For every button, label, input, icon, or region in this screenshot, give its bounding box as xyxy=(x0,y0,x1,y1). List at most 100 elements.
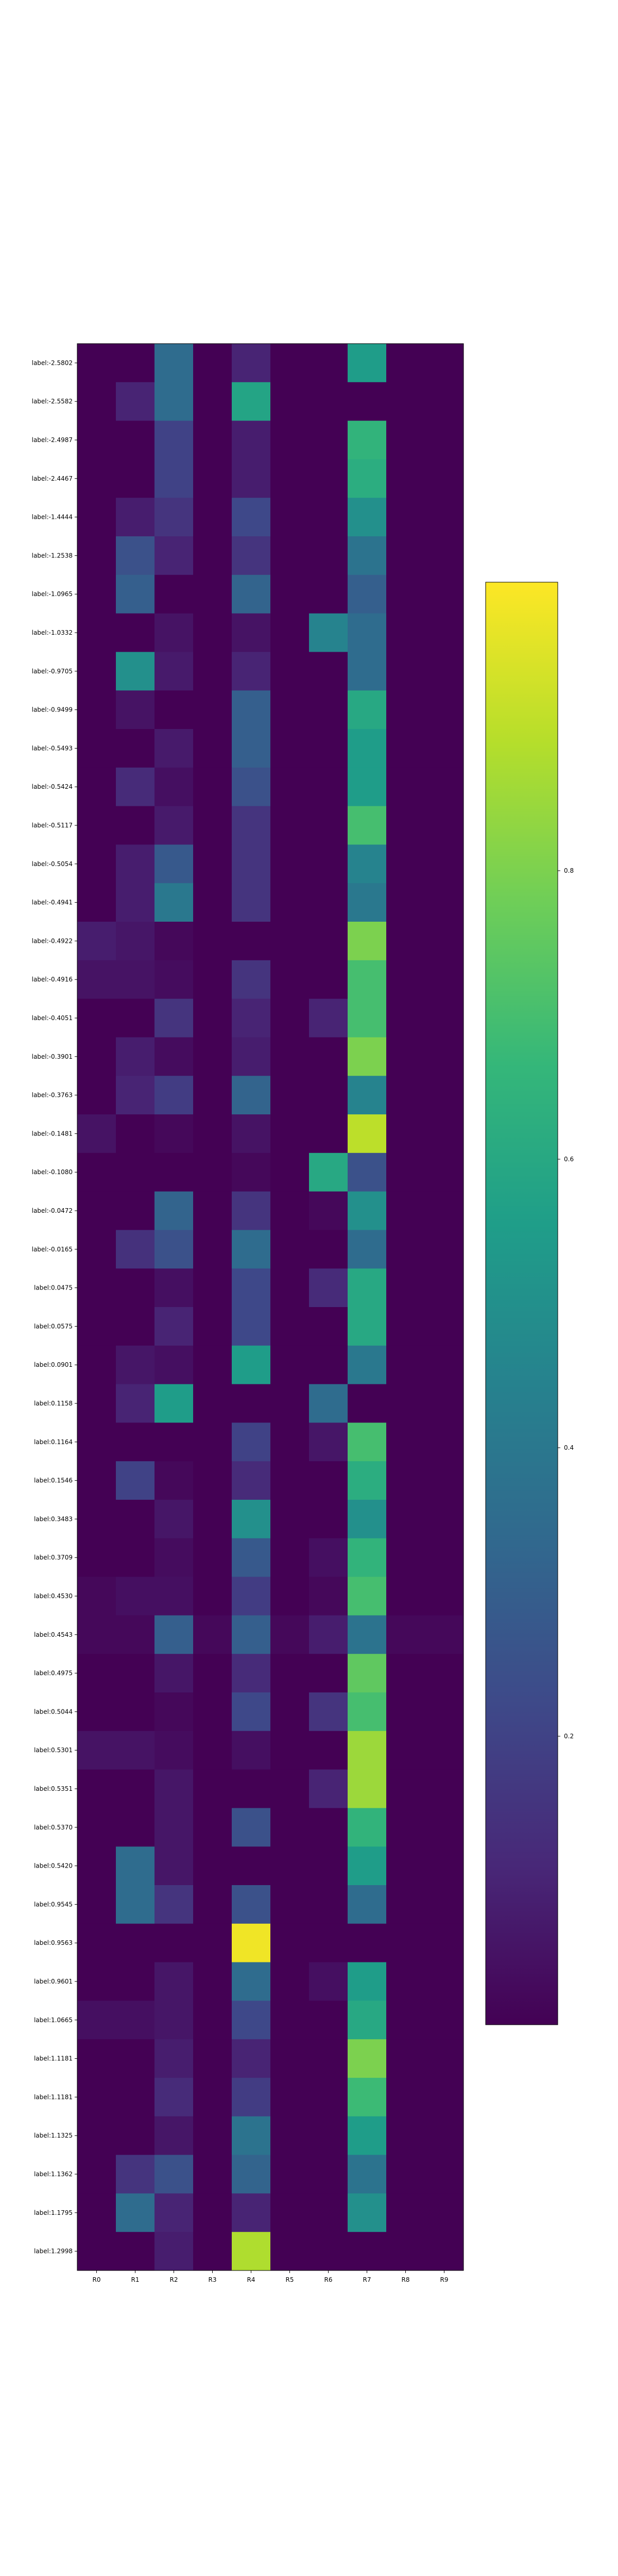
heatmap-cell xyxy=(193,1577,232,1616)
heatmap-cell xyxy=(348,1962,387,2001)
heatmap-cell xyxy=(386,1731,425,1770)
heatmap-cell xyxy=(386,574,425,614)
heatmap-cell xyxy=(386,498,425,537)
heatmap-cell xyxy=(270,1731,310,1770)
heatmap-cell xyxy=(77,806,116,845)
heatmap-cell xyxy=(193,1538,232,1578)
heatmap-cell xyxy=(270,1500,310,1539)
heatmap-cell xyxy=(425,1731,464,1770)
colorbar-tick-label: 0.6 xyxy=(564,1156,574,1163)
y-tick-label: label:1.1181 xyxy=(34,2093,73,2100)
y-tick-label: label:0.9545 xyxy=(34,1901,73,1908)
heatmap-cell xyxy=(386,2193,425,2232)
heatmap-cell xyxy=(154,1153,194,1192)
heatmap-cell xyxy=(425,1345,464,1385)
heatmap-cell xyxy=(386,690,425,730)
y-tick-labels: label:-2.5802 label:-2.5582 label:-2.4987 l… xyxy=(32,359,77,2255)
y-tick-label: label:-1.0332 xyxy=(32,629,73,636)
heatmap-cell xyxy=(270,498,310,537)
heatmap-cell xyxy=(348,1654,387,1693)
heatmap-cell xyxy=(309,1538,348,1578)
heatmap-cell xyxy=(386,1422,425,1462)
heatmap-cell xyxy=(270,1191,310,1230)
heatmap-cell xyxy=(425,420,464,460)
heatmap-cell xyxy=(270,1230,310,1269)
heatmap-cell xyxy=(154,844,194,884)
heatmap-cell xyxy=(232,806,271,845)
heatmap-cell xyxy=(348,1307,387,1346)
heatmap-cell xyxy=(116,2193,155,2232)
heatmap-cell xyxy=(309,574,348,614)
heatmap-cell xyxy=(348,420,387,460)
heatmap-cell xyxy=(77,1268,116,1308)
y-tick-label: label:-2.4987 xyxy=(32,436,73,444)
heatmap-cell xyxy=(116,613,155,652)
y-tick-label: label:1.0665 xyxy=(34,2016,73,2024)
heatmap-cell xyxy=(425,1692,464,1732)
heatmap-cell xyxy=(154,536,194,575)
heatmap-cell xyxy=(193,2001,232,2040)
heatmap-cell xyxy=(348,1808,387,1847)
heatmap-cell xyxy=(309,883,348,922)
heatmap-cell xyxy=(232,382,271,421)
heatmap-cell xyxy=(77,1731,116,1770)
colorbar-tick-label: 0.8 xyxy=(564,867,574,874)
heatmap-cell xyxy=(270,1885,310,1924)
heatmap-cell xyxy=(77,1500,116,1539)
heatmap-cell xyxy=(425,536,464,575)
heatmap-cell xyxy=(425,382,464,421)
heatmap-cell xyxy=(193,844,232,884)
heatmap-cell xyxy=(116,806,155,845)
heatmap-cell xyxy=(154,1384,194,1423)
y-tick-label: label:0.0575 xyxy=(34,1323,73,1330)
heatmap-cell xyxy=(232,960,271,999)
y-tick-label: label:0.1546 xyxy=(34,1477,73,1484)
heatmap-cell xyxy=(425,844,464,884)
heatmap-cell xyxy=(232,998,271,1038)
heatmap-cell xyxy=(386,459,425,498)
heatmap-cell xyxy=(154,498,194,537)
heatmap-cell xyxy=(348,1692,387,1732)
x-tick-label: R4 xyxy=(247,2276,255,2283)
heatmap-cell xyxy=(232,844,271,884)
heatmap-cell xyxy=(154,2155,194,2194)
heatmap-cell xyxy=(425,2078,464,2117)
heatmap-cell xyxy=(270,459,310,498)
heatmap-cell xyxy=(348,2078,387,2117)
heatmap-cell xyxy=(193,806,232,845)
heatmap-cell xyxy=(348,1615,387,1654)
heatmap-cell xyxy=(270,1577,310,1616)
heatmap-cell xyxy=(348,1191,387,1230)
heatmap-cell xyxy=(116,1962,155,2001)
heatmap-cell xyxy=(232,1615,271,1654)
heatmap-cell xyxy=(425,883,464,922)
heatmap-cell xyxy=(348,1037,387,1076)
y-tick-label: label:0.5044 xyxy=(34,1708,73,1715)
x-tick-label: R8 xyxy=(402,2276,410,2283)
heatmap-cell xyxy=(77,420,116,460)
heatmap-cell xyxy=(425,1076,464,1115)
heatmap-cell xyxy=(425,1500,464,1539)
heatmap-cell xyxy=(232,1769,271,1808)
heatmap-cell xyxy=(386,1307,425,1346)
heatmap-cell xyxy=(116,1692,155,1732)
heatmap-cell xyxy=(154,1076,194,1115)
heatmap-cell xyxy=(77,729,116,768)
heatmap-cell xyxy=(193,1500,232,1539)
heatmap-cell xyxy=(154,1538,194,1578)
heatmap-cell xyxy=(232,1422,271,1462)
heatmap-cell xyxy=(348,2193,387,2232)
heatmap-cell xyxy=(154,960,194,999)
heatmap-cell xyxy=(193,690,232,730)
heatmap-cell xyxy=(386,844,425,884)
heatmap-cell xyxy=(232,1114,271,1154)
y-tick-label: label:-1.2538 xyxy=(32,552,73,559)
y-tick-label: label:-0.4051 xyxy=(32,1014,73,1022)
heatmap-cell xyxy=(425,1153,464,1192)
heatmap-cell xyxy=(309,344,348,383)
heatmap-cell xyxy=(270,420,310,460)
heatmap-cell xyxy=(309,459,348,498)
heatmap-cell xyxy=(232,1962,271,2001)
heatmap-cell xyxy=(193,1191,232,1230)
heatmap-cell xyxy=(425,1577,464,1616)
